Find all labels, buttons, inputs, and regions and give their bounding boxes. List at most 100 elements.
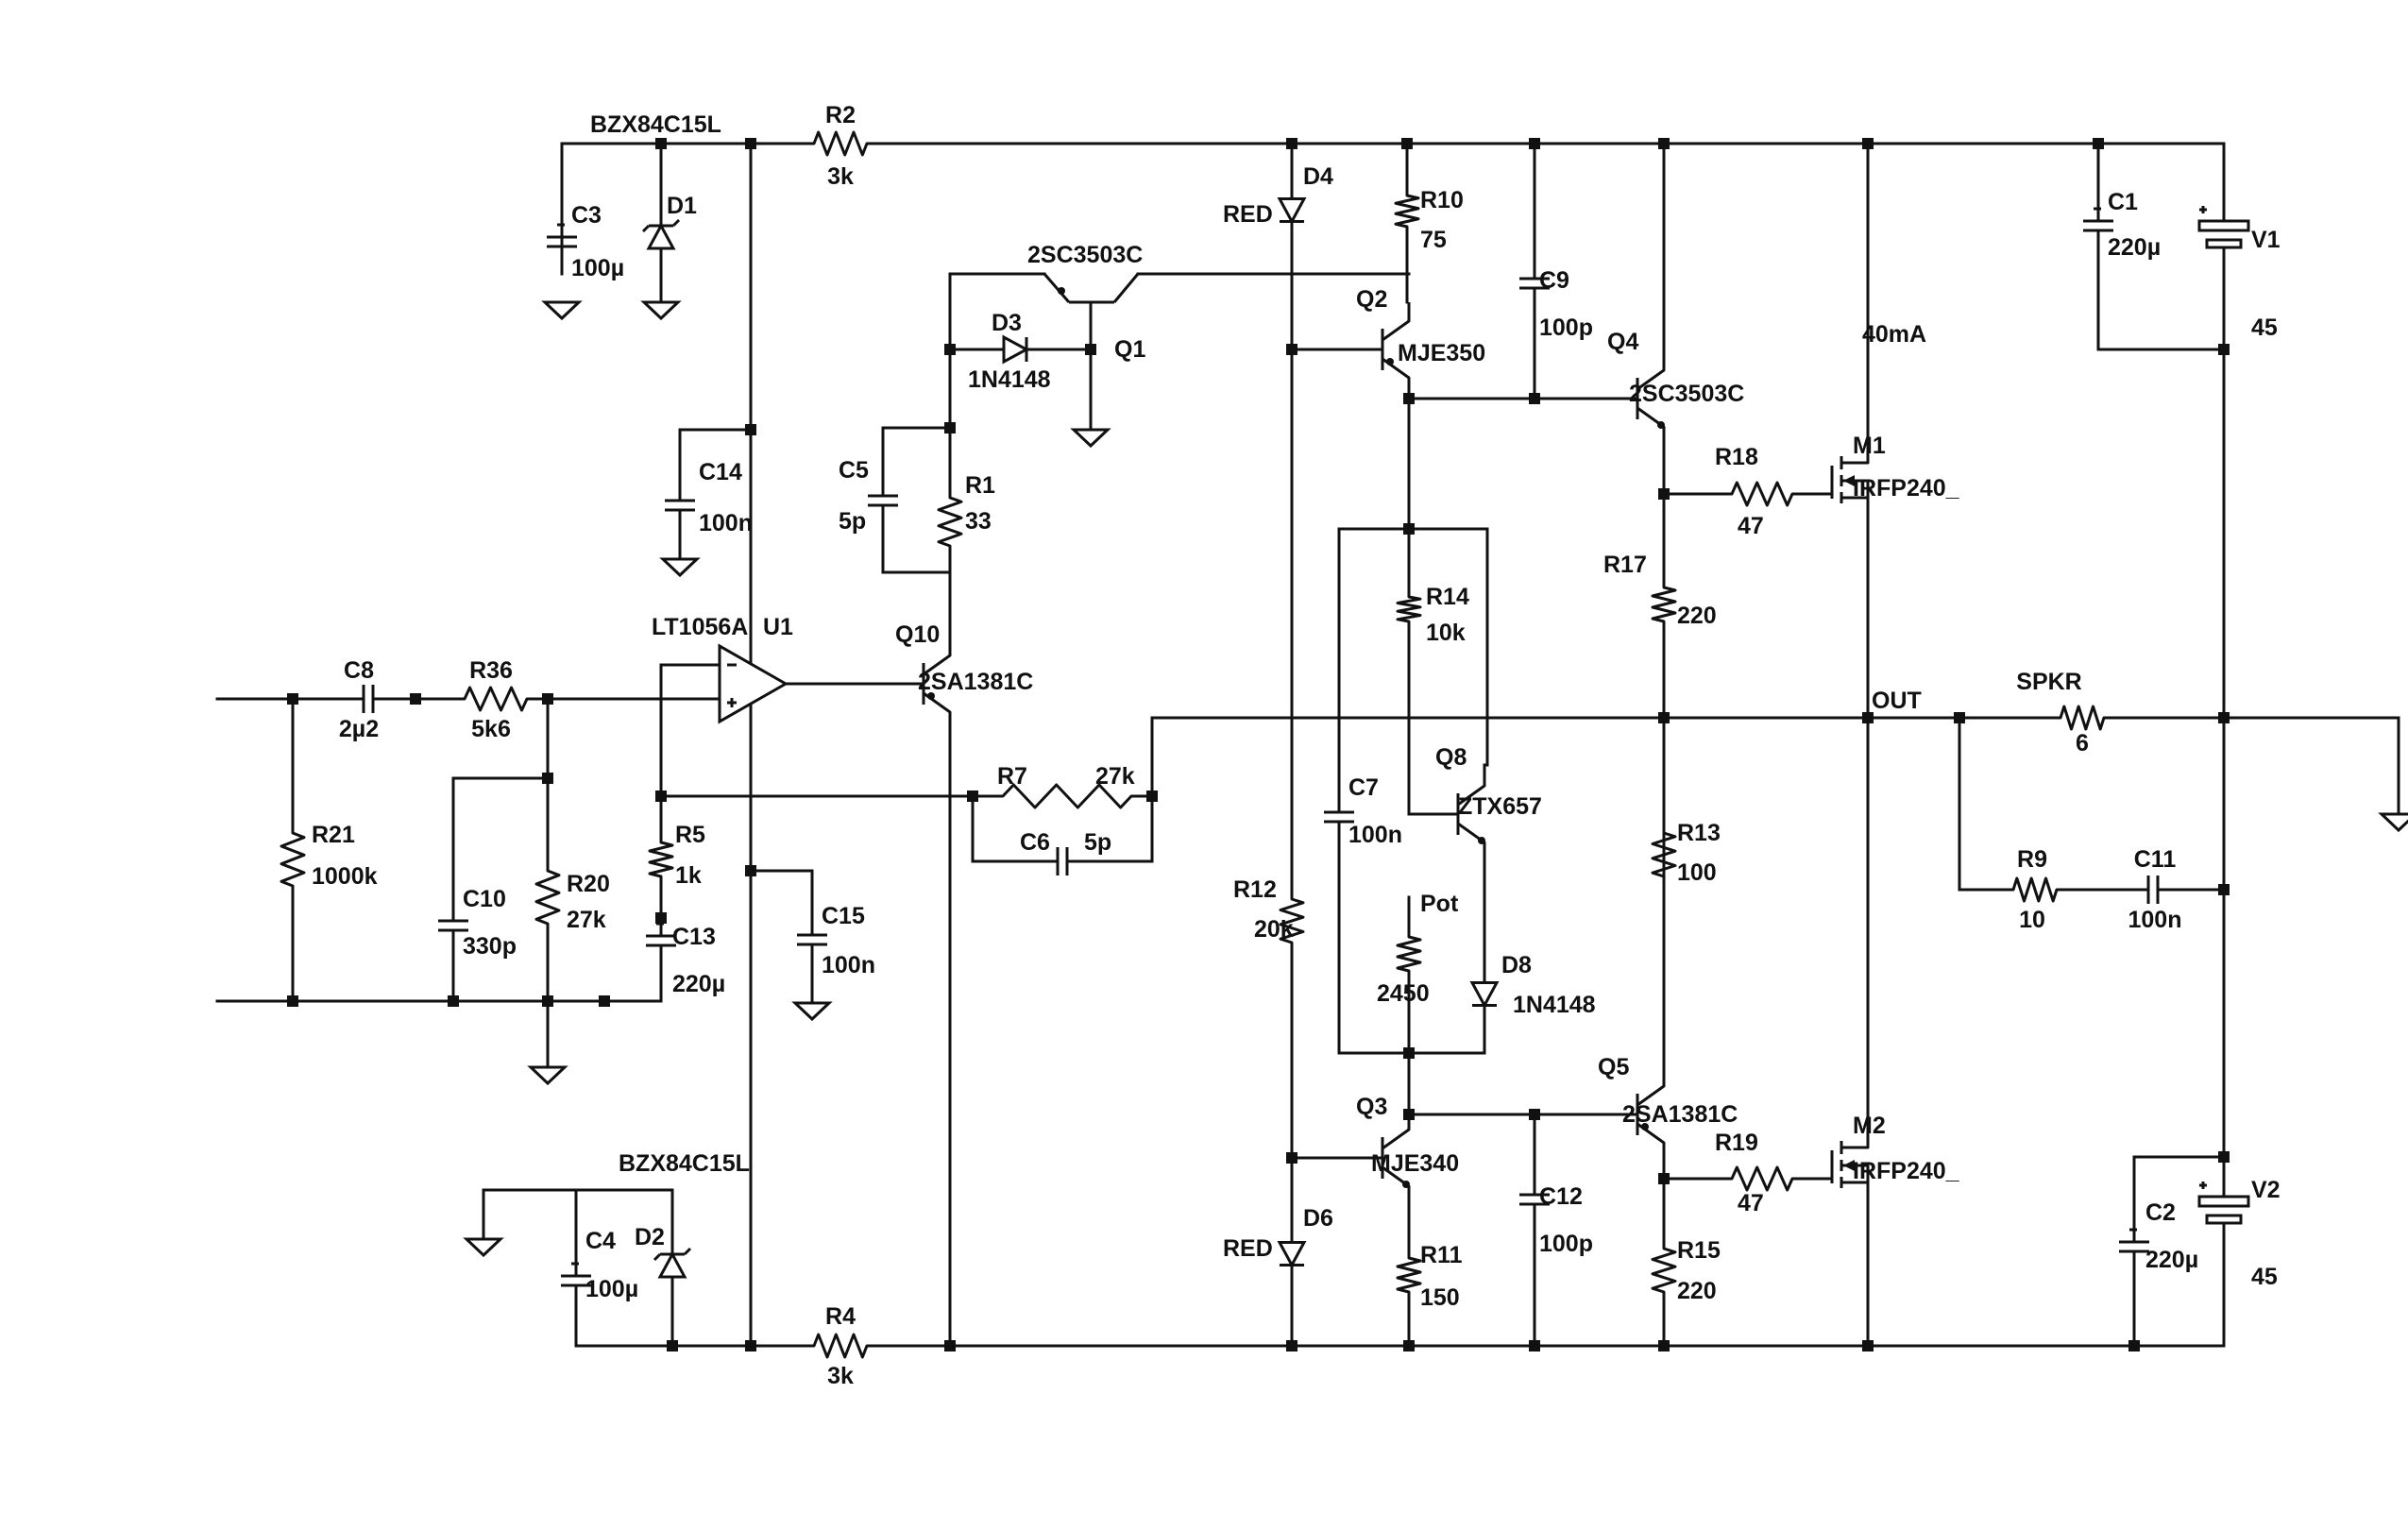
schematic-shape — [2197, 1195, 2250, 1208]
wire-segment — [1993, 876, 2077, 903]
junction-dot — [1529, 1109, 1540, 1120]
speaker-spkr — [2040, 705, 2125, 731]
d3-ref-label: D3 — [992, 310, 1022, 336]
junction-dot — [1529, 1340, 1540, 1352]
junction-dot — [2218, 344, 2230, 355]
schematic-shape — [527, 1065, 568, 1086]
q5-value-label: 2SA1381C — [1622, 1101, 1738, 1128]
c8-ref-label: C8 — [344, 657, 374, 684]
wire-segment — [648, 822, 674, 897]
junction-dot — [542, 995, 553, 1007]
r11-value-label: 150 — [1420, 1284, 1460, 1311]
pot-value-label: 2450 — [1377, 980, 1430, 1007]
wire-segment — [923, 691, 952, 1346]
q10-ref-label: Q10 — [895, 621, 940, 648]
wires — [215, 142, 2400, 1348]
capacitor-c1 — [2083, 198, 2113, 253]
junction-dot — [1658, 138, 1670, 149]
c13-ref-label: C13 — [672, 924, 716, 950]
junction-dot — [1085, 344, 1096, 355]
junction-dots — [287, 138, 2230, 1352]
q3-value-label: MJE340 — [1371, 1150, 1459, 1177]
ground-symbol-output — [2378, 812, 2408, 833]
junction-dot — [287, 995, 298, 1007]
pot-ref-label: Pot — [1420, 891, 1459, 917]
labels: BZX84C15L D1 C3 100µ R2 3k C14 100n U1 LT1056A C8 2… — [312, 102, 2281, 1389]
r14-value-label: 10k — [1426, 620, 1466, 646]
junction-dot — [2218, 884, 2230, 895]
d2-ref-label: D2 — [635, 1224, 665, 1250]
schematic-shape — [1478, 837, 1485, 844]
c1-ref-label: C1 — [2108, 189, 2138, 215]
wire-segment — [793, 1333, 888, 1359]
schematic-shape — [1058, 287, 1065, 295]
wire-segment — [683, 1247, 692, 1256]
junction-dot — [745, 424, 756, 435]
wire-segment — [1841, 1181, 1870, 1212]
c4-ref-label: C4 — [585, 1228, 616, 1254]
q5-ref-label: Q5 — [1598, 1054, 1629, 1080]
r7-ref-label: R7 — [997, 763, 1027, 790]
wire-segment — [1841, 1122, 1870, 1149]
schematic-shape — [1386, 358, 1394, 366]
r17-value-label: 220 — [1677, 603, 1717, 629]
r4-ref-label: R4 — [825, 1303, 856, 1330]
wire-segment — [1711, 481, 1813, 507]
junction-dot — [944, 344, 956, 355]
junction-dot — [287, 693, 298, 705]
v2-value-label: 45 — [2251, 1264, 2278, 1290]
wire-segment — [1841, 496, 1870, 527]
diode-d3 — [982, 334, 1048, 365]
c3-ref-label: C3 — [571, 202, 602, 229]
wire-segment — [1407, 640, 1433, 816]
wire-segment — [881, 527, 952, 574]
r14-ref-label: R14 — [1426, 584, 1469, 610]
d4-ref-label: D4 — [1303, 163, 1333, 190]
r7-value-label: 27k — [1095, 763, 1135, 790]
junction-dot — [745, 865, 756, 876]
r20-ref-label: R20 — [567, 871, 610, 897]
schematic-shape — [2205, 238, 2243, 249]
junction-dot — [1286, 344, 1297, 355]
d1-value-label: BZX84C15L — [590, 111, 721, 138]
junction-dot — [1862, 138, 1874, 149]
r2-value-label: 3k — [827, 163, 854, 190]
junction-dot — [542, 693, 553, 705]
capacitor-c5 — [868, 472, 898, 529]
schematic-shape — [927, 692, 935, 700]
junction-dot — [655, 912, 667, 924]
junction-dot — [1286, 1152, 1297, 1164]
wire-segment — [1636, 1067, 1666, 1107]
c15-value-label: 100n — [822, 952, 875, 978]
resistor-pot — [1396, 916, 1422, 992]
r1-ref-label: R1 — [965, 472, 995, 499]
v2-ref-label: V2 — [2251, 1177, 2281, 1203]
r9-ref-label: R9 — [2017, 846, 2047, 873]
capacitor-c6 — [973, 847, 1152, 876]
battery-v2 — [2197, 1157, 2250, 1270]
c6-value-label: 5p — [1084, 829, 1111, 856]
r4-value-label: 3k — [827, 1363, 854, 1389]
resistor-r12 — [1279, 878, 1305, 963]
c13-value-label: 220µ — [672, 971, 725, 997]
u1-value-label: LT1056A — [652, 614, 748, 640]
m2-ref-label: M2 — [1853, 1113, 1886, 1139]
capacitor-c12 — [1519, 1171, 1550, 1228]
schematic-shape — [718, 643, 789, 724]
schematic-shape — [657, 1250, 687, 1279]
wire-segment — [1636, 1122, 1666, 1162]
wire-segment — [1382, 302, 1411, 342]
q2-value-label: MJE350 — [1398, 340, 1485, 366]
junction-dot — [2093, 138, 2104, 149]
c14-ref-label: C14 — [699, 459, 742, 485]
capacitor-c11 — [2115, 876, 2191, 904]
junction-dot — [2218, 712, 2230, 723]
u1-ref-label: U1 — [763, 614, 793, 640]
junction-dot — [745, 138, 756, 149]
wire-segment — [1279, 878, 1305, 963]
r11-ref-label: R11 — [1420, 1242, 1463, 1268]
c9-ref-label: C9 — [1539, 267, 1569, 294]
q4-ref-label: Q4 — [1607, 329, 1638, 355]
q1-value-label: 2SC3503C — [1027, 242, 1143, 268]
wire-segment — [1112, 273, 1140, 303]
